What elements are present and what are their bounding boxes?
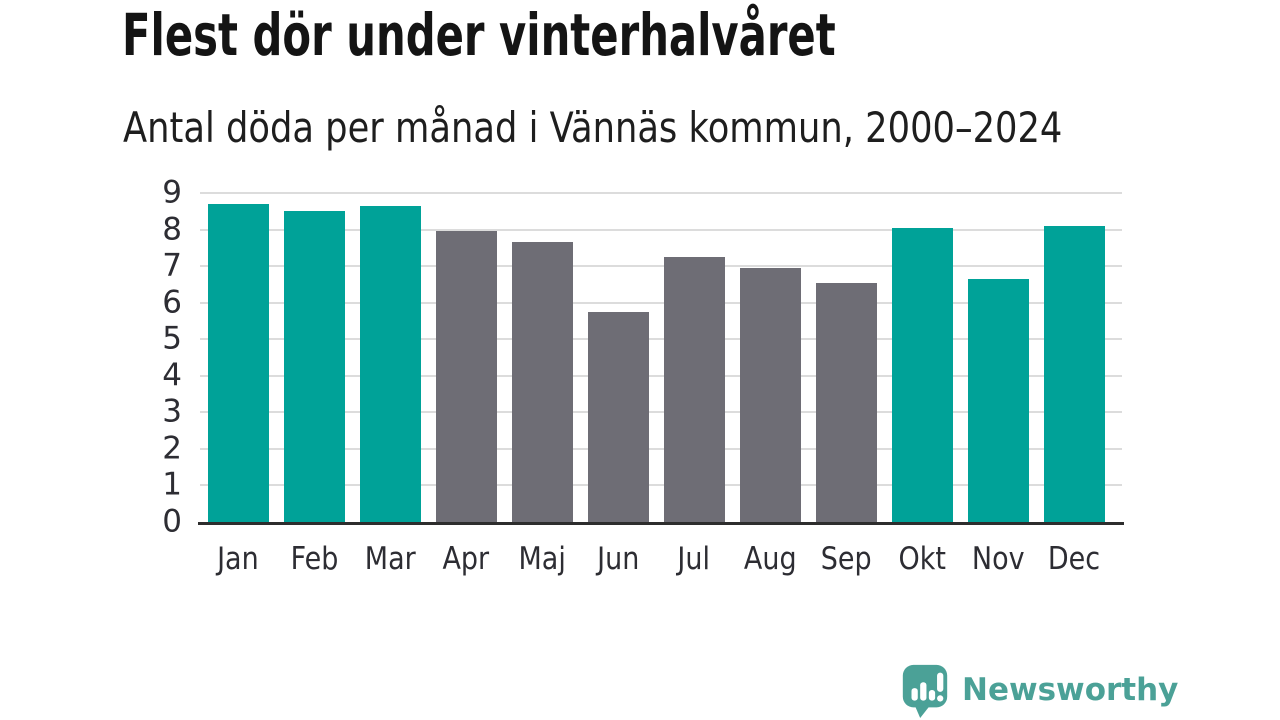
bar-nov [967, 278, 1029, 522]
bar-band-feb [276, 193, 352, 522]
x-tick-label-nov: Nov [971, 541, 1025, 577]
bar-band-jan [200, 193, 276, 522]
x-tick-jan: Jan [200, 541, 276, 577]
gridline-3 [200, 411, 1122, 414]
gridline-8 [200, 228, 1122, 231]
bar-band-dec [1036, 193, 1112, 522]
y-tick-label-2: 2 [162, 430, 182, 467]
gridline-2 [200, 447, 1122, 450]
bar-sep [815, 282, 877, 522]
x-tick-label-feb: Feb [290, 541, 338, 577]
bar-band-jul [656, 193, 732, 522]
x-tick-label-jan: Jan [217, 541, 259, 577]
y-tick-label-9: 9 [162, 174, 182, 211]
x-tick-label-okt: Okt [898, 541, 946, 577]
bar-band-aug [732, 193, 808, 522]
bar-apr [435, 231, 497, 522]
x-tick-nov: Nov [960, 541, 1036, 577]
y-tick-label-6: 6 [162, 284, 182, 321]
x-tick-label-jun: Jun [596, 541, 640, 577]
x-tick-label-aug: Aug [743, 541, 797, 577]
bar-okt [891, 227, 953, 522]
bar-jun [587, 311, 649, 522]
x-tick-label-maj: Maj [518, 541, 566, 577]
y-tick-label-7: 7 [162, 247, 182, 284]
bar-series [200, 193, 1112, 522]
bar-band-nov [960, 193, 1036, 522]
gridline-6 [200, 301, 1122, 304]
x-tick-dec: Dec [1036, 541, 1112, 577]
bar-feb [283, 211, 345, 522]
x-tick-okt: Okt [884, 541, 960, 577]
gridline-5 [200, 338, 1122, 341]
bar-aug [739, 267, 801, 522]
gridline-1 [200, 484, 1122, 487]
y-tick-label-1: 1 [162, 466, 182, 503]
y-tick-label-0: 0 [162, 503, 182, 540]
bar-band-okt [884, 193, 960, 522]
bar-maj [511, 242, 573, 522]
x-tick-jun: Jun [580, 541, 656, 577]
x-tick-label-jul: Jul [677, 541, 711, 577]
y-tick-label-3: 3 [162, 393, 182, 430]
x-tick-label-dec: Dec [1047, 541, 1101, 577]
x-tick-sep: Sep [808, 541, 884, 577]
x-tick-jul: Jul [656, 541, 732, 577]
gridline-7 [200, 265, 1122, 268]
x-tick-maj: Maj [504, 541, 580, 577]
bar-band-jun [580, 193, 656, 522]
newsworthy-logo-icon [902, 664, 948, 718]
bar-band-maj [504, 193, 580, 522]
x-tick-apr: Apr [428, 541, 504, 577]
brand-footer: Newsworthy [898, 662, 1178, 718]
bar-jan [207, 203, 269, 522]
x-tick-feb: Feb [276, 541, 352, 577]
bar-mar [359, 205, 421, 522]
chart-subtitle: Antal döda per månad i Vännäs kommun, 20… [123, 103, 1063, 152]
gridline-9 [200, 192, 1122, 194]
bar-dec [1043, 225, 1105, 522]
x-axis-line [198, 522, 1124, 525]
x-tick-label-mar: Mar [364, 541, 416, 577]
x-tick-label-sep: Sep [820, 541, 872, 577]
bar-band-sep [808, 193, 884, 522]
y-tick-label-4: 4 [162, 357, 182, 394]
y-tick-label-5: 5 [162, 320, 182, 357]
gridline-4 [200, 374, 1122, 377]
bar-band-mar [352, 193, 428, 522]
page-title: Flest dör under vinterhalvåret [122, 1, 836, 69]
y-tick-label-8: 8 [162, 211, 182, 248]
bar-band-apr [428, 193, 504, 522]
x-tick-label-apr: Apr [442, 541, 490, 577]
x-tick-aug: Aug [732, 541, 808, 577]
bar-jul [663, 256, 725, 522]
brand-name: Newsworthy [962, 671, 1179, 708]
x-axis-tick-labels: Jan Feb Mar Apr Maj Jun Jul Aug Sep Okt Nov Dec [200, 541, 1112, 577]
x-tick-mar: Mar [352, 541, 428, 577]
